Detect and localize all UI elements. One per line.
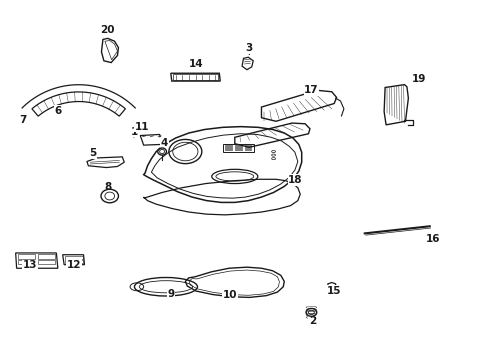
Text: 12: 12 [66, 260, 81, 270]
Text: 15: 15 [326, 286, 341, 296]
Text: 14: 14 [188, 59, 203, 69]
Text: 3: 3 [245, 43, 252, 53]
Text: 8: 8 [104, 182, 111, 192]
Text: 17: 17 [304, 85, 318, 95]
Text: 10: 10 [222, 289, 237, 300]
Text: 4: 4 [161, 138, 168, 148]
Text: 7: 7 [19, 114, 26, 125]
Text: 19: 19 [411, 73, 426, 84]
Text: 6: 6 [54, 105, 61, 116]
Text: 18: 18 [287, 175, 302, 185]
Text: 20: 20 [101, 25, 115, 35]
Text: 2: 2 [308, 316, 315, 325]
Text: 1: 1 [130, 127, 137, 137]
Text: 9: 9 [167, 289, 174, 299]
Text: 13: 13 [23, 260, 38, 270]
Text: 11: 11 [134, 122, 149, 132]
Text: 5: 5 [89, 148, 97, 158]
Text: 16: 16 [425, 234, 439, 244]
